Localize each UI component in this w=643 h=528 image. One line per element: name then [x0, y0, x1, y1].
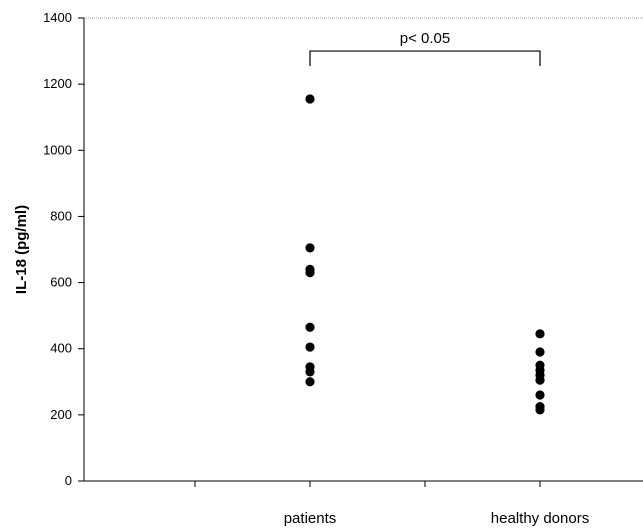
axes — [83, 17, 643, 482]
y-axis-title: IL-18 (pg/ml) — [13, 205, 30, 294]
data-point — [305, 367, 315, 377]
data-point — [535, 390, 545, 400]
y-tick-label: 1000 — [43, 142, 72, 157]
y-tick-label: 1400 — [43, 10, 72, 25]
data-point — [535, 375, 545, 385]
category-label-healthy-donors: healthy donors — [491, 510, 589, 527]
y-tick-label: 200 — [50, 407, 72, 422]
x-ticks — [194, 481, 541, 487]
y-tick-label: 400 — [50, 341, 72, 356]
data-point — [305, 94, 315, 104]
data-point — [305, 342, 315, 352]
y-tick-label: 800 — [50, 208, 72, 223]
data-point — [305, 322, 315, 332]
data-points — [305, 94, 545, 415]
data-point — [535, 405, 545, 415]
y-ticks: 0 200 400 600 800 1000 1200 1400 — [43, 10, 84, 488]
y-tick-label: 1200 — [43, 76, 72, 91]
data-point — [305, 243, 315, 253]
data-point — [535, 347, 545, 357]
category-label-patients: patients — [284, 510, 337, 527]
data-point — [305, 377, 315, 387]
y-tick-label: 600 — [50, 275, 72, 290]
significance-bracket: p< 0.05 — [309, 30, 541, 67]
p-value-label: p< 0.05 — [400, 30, 450, 47]
bracket-line — [309, 50, 541, 67]
data-point — [535, 329, 545, 339]
y-tick-label: 0 — [65, 473, 72, 488]
data-point — [305, 268, 315, 278]
